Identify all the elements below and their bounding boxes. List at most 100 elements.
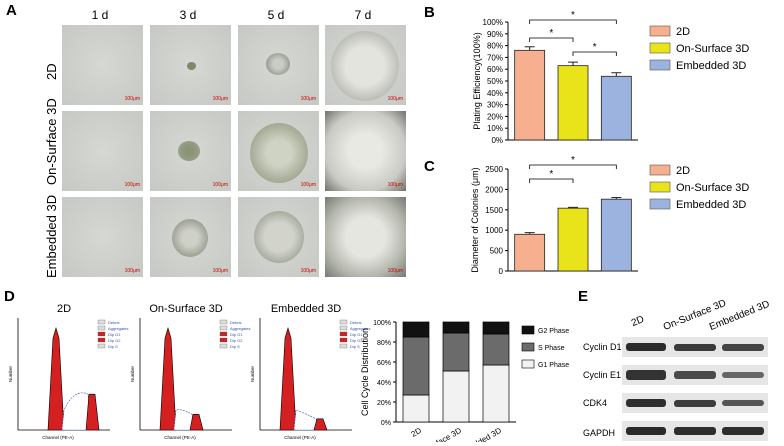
- y-tick-label: 60%: [487, 65, 503, 74]
- stacked-segment-s-phase: [482, 333, 510, 366]
- histogram-legend-label: Dip G2: [350, 338, 363, 343]
- histogram-legend-swatch: [97, 319, 106, 325]
- blot-band-gapdh: [622, 421, 768, 441]
- significance-star: *: [549, 169, 553, 180]
- scale-bar: 100μm: [387, 268, 403, 274]
- bar-on-surface-3d: [557, 207, 589, 272]
- histogram-legend-swatch: [97, 331, 106, 337]
- stacked-segment-g1-phase: [442, 370, 470, 423]
- histogram-legend-label: Aggregates: [230, 326, 250, 331]
- g2-peak: [85, 393, 100, 431]
- histogram-legend-swatch: [97, 325, 106, 331]
- significance-bracket: [529, 164, 617, 169]
- legend-label-on-surface-3d: On-Surface 3D: [676, 182, 749, 194]
- y-tick-label: 70%: [487, 53, 503, 62]
- y-axis-label: Plating Efficiency(100%): [472, 32, 482, 129]
- lane-label-2d: 2D: [629, 314, 646, 329]
- g2-peak: [313, 418, 328, 431]
- protein-label-gapdh: GAPDH: [583, 428, 616, 438]
- histogram-legend-label: Aggregates: [350, 326, 370, 331]
- legend-label-2d: 2D: [676, 165, 690, 177]
- significance-star: *: [571, 10, 575, 21]
- histogram-legend-swatch: [97, 343, 106, 349]
- chart-d-cell-cycle: 0% 20% 40% 60% 80% 100%Cell Cycle Distributio…: [360, 320, 569, 442]
- micrograph-on-surface-3d: 100μm: [150, 111, 231, 191]
- column-title-3d: 3 d: [179, 8, 197, 22]
- histogram-legend-swatch: [219, 337, 228, 343]
- panel-label-c: C: [424, 158, 435, 175]
- g2-peak: [189, 414, 204, 431]
- legend-swatch: [649, 181, 671, 193]
- significance-star: *: [549, 28, 553, 39]
- stacked-segment-s-phase: [442, 332, 470, 372]
- legend-swatch: [649, 25, 671, 37]
- histogram-legend-label: Dip G1: [230, 332, 243, 337]
- histogram-legend-label: Debris: [108, 320, 120, 325]
- bar-2d: [514, 49, 546, 141]
- legend-label-embedded-3d: Embedded 3D: [676, 199, 746, 211]
- histogram-legend-label: Dip S: [230, 344, 240, 349]
- stacked-segment-g2-phase: [482, 321, 510, 335]
- histogram-x-label: Channel (PE-A): [42, 435, 74, 440]
- y-tick-label: 100%: [373, 320, 391, 327]
- legend-swatch: [649, 198, 671, 210]
- legend-label-s-phase: S Phase: [538, 345, 565, 352]
- row-title-embedded-3d: Embedded 3D: [44, 194, 59, 278]
- y-axis-label: Cell Cycle Distribution: [360, 328, 370, 416]
- micrograph-2d-1d: 100μm: [62, 25, 143, 105]
- scale-bar: 100μm: [212, 96, 228, 102]
- micrograph-2d-5d: 100μm: [238, 25, 319, 105]
- panel-label-b: B: [424, 4, 435, 21]
- column-title-1d: 1 d: [91, 8, 109, 22]
- legend-swatch: [649, 42, 671, 54]
- y-tick-label: 1500: [485, 206, 503, 215]
- legend-swatch: [649, 59, 671, 71]
- micrograph-on-surface-5d: 100μm: [238, 111, 319, 191]
- scale-bar: 100μm: [212, 182, 228, 188]
- g1-peak: [47, 326, 65, 431]
- histogram-title: 2D: [57, 303, 71, 315]
- row-title-on-surface-3d: On-Surface 3D: [44, 98, 59, 185]
- y-tick-label: 40%: [487, 89, 503, 98]
- histogram-y-label: Number: [8, 366, 13, 383]
- stacked-segment-g1-phase: [482, 364, 510, 423]
- chart-b-plating-efficiency: 0% 10% 20% 30% 40% 50% 60% 70% 80% 90% 100%Plating…: [472, 10, 749, 145]
- scale-bar: 100μm: [124, 182, 140, 188]
- row-title-2d: 2D: [44, 63, 59, 80]
- legend-label-g2-phase: G2 Phase: [538, 328, 569, 335]
- y-tick-label: 2000: [485, 185, 503, 194]
- y-tick-label: 80%: [377, 340, 391, 347]
- histogram-legend-label: Debris: [350, 320, 362, 325]
- y-axis-label: Diameter of Colonies (μm): [470, 167, 480, 272]
- significance-bracket: [529, 19, 617, 24]
- significance-bracket: [572, 51, 617, 56]
- histogram-legend-swatch: [219, 325, 228, 331]
- y-tick-label: 20%: [487, 112, 503, 121]
- micrograph-embedded-1d: 100μm: [62, 197, 143, 277]
- histogram-title: Embedded 3D: [271, 303, 341, 315]
- micrograph-on-surface-1d: 100μm: [62, 111, 143, 191]
- y-tick-label: 100%: [483, 18, 503, 27]
- chart-c-colony-diameter: 0 500 1000 1500 2000 2500 Diameter of Colonies…: [470, 155, 749, 276]
- y-tick-label: 1000: [485, 226, 503, 235]
- y-tick-label: 20%: [377, 400, 391, 407]
- legend-swatch: [649, 164, 671, 176]
- significance-bracket: [529, 37, 574, 42]
- protein-label-cyclin-e1: Cyclin E1: [583, 370, 622, 380]
- column-title-5d: 5 d: [267, 8, 285, 22]
- bar-2d: [514, 233, 546, 272]
- blot-band-cdk4: [622, 393, 768, 413]
- histogram-legend-swatch: [339, 325, 348, 331]
- micrograph-embedded-5d: 100μm: [238, 197, 319, 277]
- g1-peak: [159, 326, 177, 431]
- histogram-legend-swatch: [219, 319, 228, 325]
- y-tick-label: 50%: [487, 77, 503, 86]
- histogram-legend-swatch: [339, 331, 348, 337]
- histogram-x-label: Channel (PE-A): [164, 435, 196, 440]
- scale-bar: 100μm: [300, 268, 316, 274]
- protein-label-cyclin-d1: Cyclin D1: [583, 342, 622, 352]
- significance-star: *: [593, 42, 597, 53]
- histogram-y-label: Number: [250, 366, 255, 383]
- panel-label-a: A: [6, 2, 17, 19]
- histogram-legend-swatch: [339, 343, 348, 349]
